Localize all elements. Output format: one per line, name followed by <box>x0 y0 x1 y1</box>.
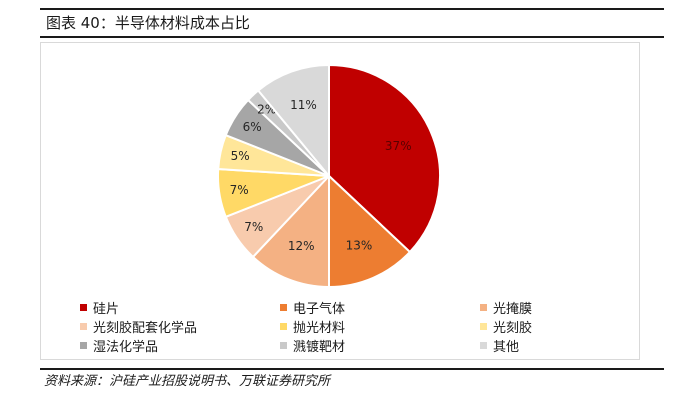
legend-label: 电子气体 <box>293 302 346 317</box>
page-title: 图表 40：半导体材料成本占比 <box>46 14 250 32</box>
legend-swatch <box>480 323 487 330</box>
legend-item: 硅片 <box>80 302 119 318</box>
bottom-rule <box>40 368 664 370</box>
pie-label-5: 5% <box>231 149 250 163</box>
legend-item: 其他 <box>480 340 519 356</box>
title-bar: 图表 40：半导体材料成本占比 <box>40 8 664 38</box>
source-note: 资料来源：沪硅产业招股说明书、万联证券研究所 <box>44 374 331 389</box>
legend-item: 溅镀靶材 <box>280 340 345 356</box>
legend-item: 光刻胶 <box>480 321 532 337</box>
legend-swatch <box>280 342 287 349</box>
legend-item: 抛光材料 <box>280 321 345 337</box>
legend-label: 湿法化学品 <box>93 340 159 355</box>
legend-swatch <box>480 342 487 349</box>
pie-label-0: 37% <box>385 139 412 153</box>
pie-label-8: 11% <box>290 98 317 112</box>
legend-label: 硅片 <box>93 302 120 317</box>
legend-item: 光掩膜 <box>480 302 532 318</box>
legend-swatch <box>80 304 87 311</box>
pie-slice-1 <box>328 173 412 289</box>
legend-label: 光掩膜 <box>493 302 533 317</box>
legend-label: 溅镀靶材 <box>293 340 346 355</box>
legend-item: 电子气体 <box>280 302 345 318</box>
legend-label: 光刻胶 <box>493 321 533 336</box>
pie-slice-2 <box>251 173 330 289</box>
chart-frame <box>40 42 640 360</box>
pie-chart: 37%13%12%7%7%5%6%2% 11% <box>217 63 441 289</box>
legend-label: 其他 <box>493 340 520 355</box>
legend-swatch <box>480 304 487 311</box>
pie-slice-8 <box>256 63 330 179</box>
legend-label: 光刻胶配套化学品 <box>93 321 198 336</box>
legend-swatch <box>280 323 287 330</box>
legend-swatch <box>280 304 287 311</box>
legend-item: 光刻胶配套化学品 <box>80 321 197 337</box>
pie-label-3: 7% <box>244 220 263 234</box>
legend-swatch <box>80 323 87 330</box>
pie-slice-0 <box>328 63 441 254</box>
pie-label-6: 6% <box>243 120 262 134</box>
legend-swatch <box>80 342 87 349</box>
pie-label-1: 13% <box>346 238 373 252</box>
pie-label-2: 12% <box>288 239 315 253</box>
legend-item: 湿法化学品 <box>80 340 158 356</box>
pie-label-4: 7% <box>230 183 249 197</box>
legend-label: 抛光材料 <box>293 321 346 336</box>
